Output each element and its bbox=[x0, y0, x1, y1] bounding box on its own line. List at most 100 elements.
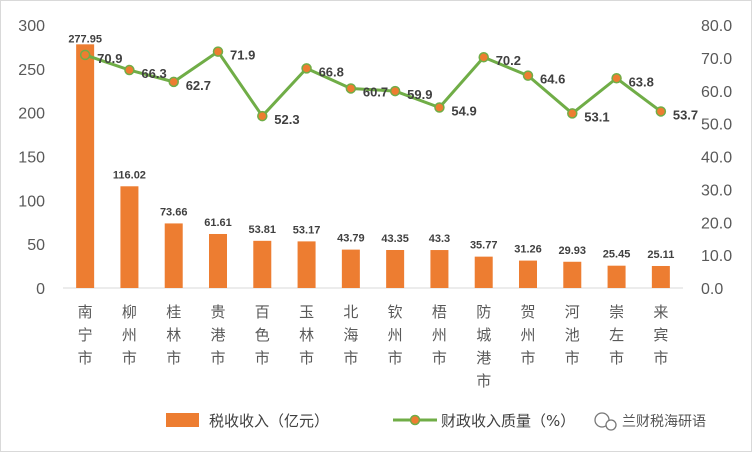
bar bbox=[519, 260, 537, 288]
line-value-label: 62.7 bbox=[186, 78, 211, 93]
line-point bbox=[168, 76, 179, 88]
right-axis-ticks: 0.0 10.0 20.0 30.0 40.0 50.0 60.0 70.0 80.0 bbox=[701, 18, 732, 298]
line-value-label: 60.7 bbox=[363, 84, 388, 99]
category-label: 钦 bbox=[388, 303, 403, 321]
legend-line-marker bbox=[409, 414, 421, 426]
left-tick-label: 200 bbox=[18, 106, 45, 123]
category-labels: 南宁市柳州市桂林市贵港市百色市玉林市北海市钦州市梧州市防城港市贺州市河池市崇左市… bbox=[78, 303, 669, 390]
category-label: 市 bbox=[388, 349, 403, 367]
line-value-label: 63.8 bbox=[629, 74, 654, 89]
line-value-label: 53.1 bbox=[584, 109, 609, 124]
category-label: 池 bbox=[565, 326, 580, 344]
category-label: 城 bbox=[476, 326, 491, 344]
bar-value-label: 43.3 bbox=[429, 233, 450, 245]
line-value-label: 54.9 bbox=[451, 104, 476, 119]
category-label: 市 bbox=[122, 349, 137, 367]
category-label: 州 bbox=[520, 326, 535, 344]
category-label: 林 bbox=[299, 326, 314, 344]
bar-data-labels: 277.95 116.02 73.66 61.61 53.81 53.17 43.79 43.… bbox=[68, 33, 674, 261]
bar bbox=[297, 241, 316, 288]
line-point bbox=[478, 51, 489, 63]
bar bbox=[563, 261, 582, 288]
category-label: 州 bbox=[432, 326, 447, 344]
category-label: 市 bbox=[609, 349, 624, 367]
category-label: 来 bbox=[653, 303, 668, 321]
right-tick-label: 30.0 bbox=[701, 182, 732, 199]
line-point bbox=[79, 49, 91, 61]
right-tick-label: 40.0 bbox=[701, 150, 732, 167]
line-value-label: 70.9 bbox=[97, 51, 122, 66]
bar-value-label: 116.02 bbox=[113, 169, 146, 181]
left-tick-label: 100 bbox=[18, 193, 45, 210]
bar bbox=[651, 265, 670, 288]
category-label: 市 bbox=[520, 349, 535, 367]
line-point bbox=[389, 85, 401, 97]
left-axis-ticks: 0 50 100 150 200 250 300 bbox=[18, 18, 45, 298]
right-tick-label: 50.0 bbox=[701, 117, 732, 134]
bar-value-label: 29.93 bbox=[559, 245, 587, 257]
bar bbox=[76, 44, 95, 288]
right-tick-label: 80.0 bbox=[701, 18, 732, 35]
category-label: 市 bbox=[565, 349, 580, 367]
category-label: 海 bbox=[343, 326, 358, 344]
category-label: 桂 bbox=[166, 303, 181, 321]
line-data-labels: 70.9 66.3 62.7 71.9 52.3 66.8 60.7 59.9 54.9 70.2… bbox=[97, 48, 698, 127]
category-label: 州 bbox=[388, 326, 403, 344]
line-value-label: 52.3 bbox=[274, 112, 299, 127]
category-label: 贺 bbox=[520, 303, 535, 321]
left-tick-label: 150 bbox=[18, 150, 45, 167]
category-label: 市 bbox=[476, 372, 491, 390]
legend-bar-label: 税收收入（亿元） bbox=[209, 412, 329, 430]
category-label: 色 bbox=[255, 326, 270, 344]
bar-value-label: 61.61 bbox=[204, 217, 232, 229]
bar bbox=[209, 233, 227, 288]
category-label: 港 bbox=[210, 326, 225, 344]
series-line bbox=[84, 50, 662, 118]
line-value-label: 70.2 bbox=[496, 53, 521, 68]
category-label: 梧 bbox=[432, 303, 447, 321]
line-point bbox=[257, 110, 268, 122]
line-value-label: 59.9 bbox=[407, 87, 432, 102]
legend-line-label: 财政收入质量（%） bbox=[441, 412, 575, 430]
category-label: 市 bbox=[343, 349, 358, 367]
left-tick-label: 250 bbox=[18, 62, 45, 79]
line-value-label: 66.3 bbox=[141, 66, 166, 81]
legend-bar-swatch bbox=[166, 413, 199, 427]
line-point bbox=[434, 102, 445, 113]
wechat-icon-small bbox=[605, 419, 617, 431]
category-label: 左 bbox=[609, 326, 624, 344]
bar bbox=[607, 265, 626, 288]
bar-value-label: 43.35 bbox=[381, 233, 409, 245]
category-label: 市 bbox=[432, 349, 447, 367]
category-label: 林 bbox=[166, 326, 181, 344]
bar-value-label: 43.79 bbox=[337, 233, 365, 245]
line-point bbox=[301, 63, 312, 74]
line-point bbox=[567, 108, 578, 119]
line-series bbox=[79, 46, 667, 122]
category-label: 河 bbox=[565, 303, 580, 321]
bar bbox=[341, 249, 360, 288]
bar bbox=[386, 249, 405, 288]
left-tick-label: 0 bbox=[36, 281, 45, 298]
category-label: 玉 bbox=[299, 303, 314, 321]
category-label: 百 bbox=[255, 303, 270, 321]
bar-value-label: 53.81 bbox=[249, 224, 277, 236]
category-label: 市 bbox=[166, 349, 181, 367]
category-label: 市 bbox=[653, 349, 668, 367]
right-tick-label: 20.0 bbox=[701, 215, 732, 232]
legend: 税收收入（亿元） 财政收入质量（%） bbox=[166, 412, 575, 430]
line-value-label: 64.6 bbox=[540, 72, 565, 87]
category-label: 南 bbox=[78, 303, 93, 321]
category-label: 北 bbox=[343, 303, 358, 321]
bar-value-label: 25.45 bbox=[603, 249, 631, 261]
line-point bbox=[611, 73, 622, 84]
bar-value-label: 35.77 bbox=[470, 240, 498, 252]
category-label: 宾 bbox=[653, 326, 668, 344]
right-tick-label: 70.0 bbox=[701, 51, 732, 68]
category-label: 宁 bbox=[78, 326, 93, 344]
category-label: 市 bbox=[299, 349, 314, 367]
line-value-label: 66.8 bbox=[319, 64, 344, 79]
category-label: 贵 bbox=[210, 303, 225, 321]
watermark-text: 兰财税海研语 bbox=[622, 414, 706, 430]
